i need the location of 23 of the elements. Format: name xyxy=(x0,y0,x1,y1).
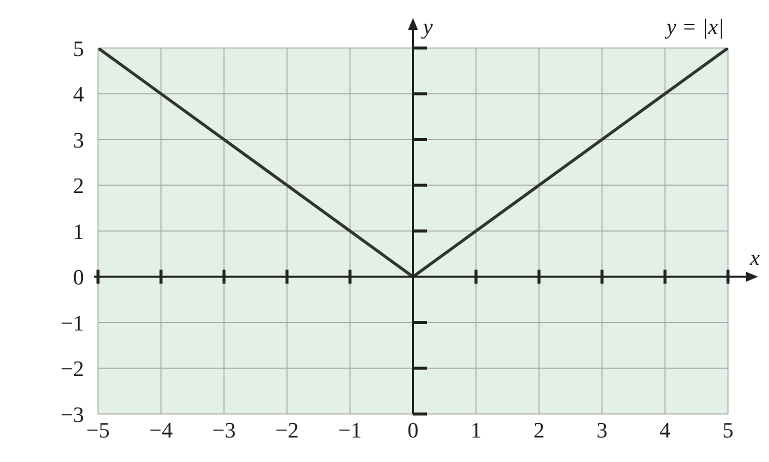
y-tick-label: 3 xyxy=(73,127,84,152)
x-tick-label: 3 xyxy=(596,418,608,443)
x-tick-label: −3 xyxy=(212,418,236,443)
y-tick-label: 5 xyxy=(73,36,84,61)
x-tick-label: 0 xyxy=(408,418,418,443)
x-tick-label: 2 xyxy=(534,418,544,443)
x-tick-label: −5 xyxy=(86,418,110,443)
y-tick-label: −1 xyxy=(60,310,84,336)
x-tick-label: −2 xyxy=(275,418,299,443)
y-tick-label: 0 xyxy=(73,264,84,290)
x-tick-label: −1 xyxy=(338,418,362,443)
y-tick-label: 2 xyxy=(73,173,84,198)
x-tick-label: 4 xyxy=(660,418,670,443)
y-tick-label: 4 xyxy=(73,82,84,107)
y-tick-label: −2 xyxy=(60,356,84,382)
text: y = |x| xyxy=(664,14,724,39)
x-tick-label: −4 xyxy=(149,418,173,443)
x-tick-label: 1 xyxy=(470,418,482,443)
y-tick-label: −3 xyxy=(60,402,84,427)
x-tick-label: 5 xyxy=(722,418,734,443)
y-axis-title: y xyxy=(421,14,433,39)
x-axis-title: x xyxy=(749,244,760,270)
y-tick-label: 1 xyxy=(73,218,84,244)
